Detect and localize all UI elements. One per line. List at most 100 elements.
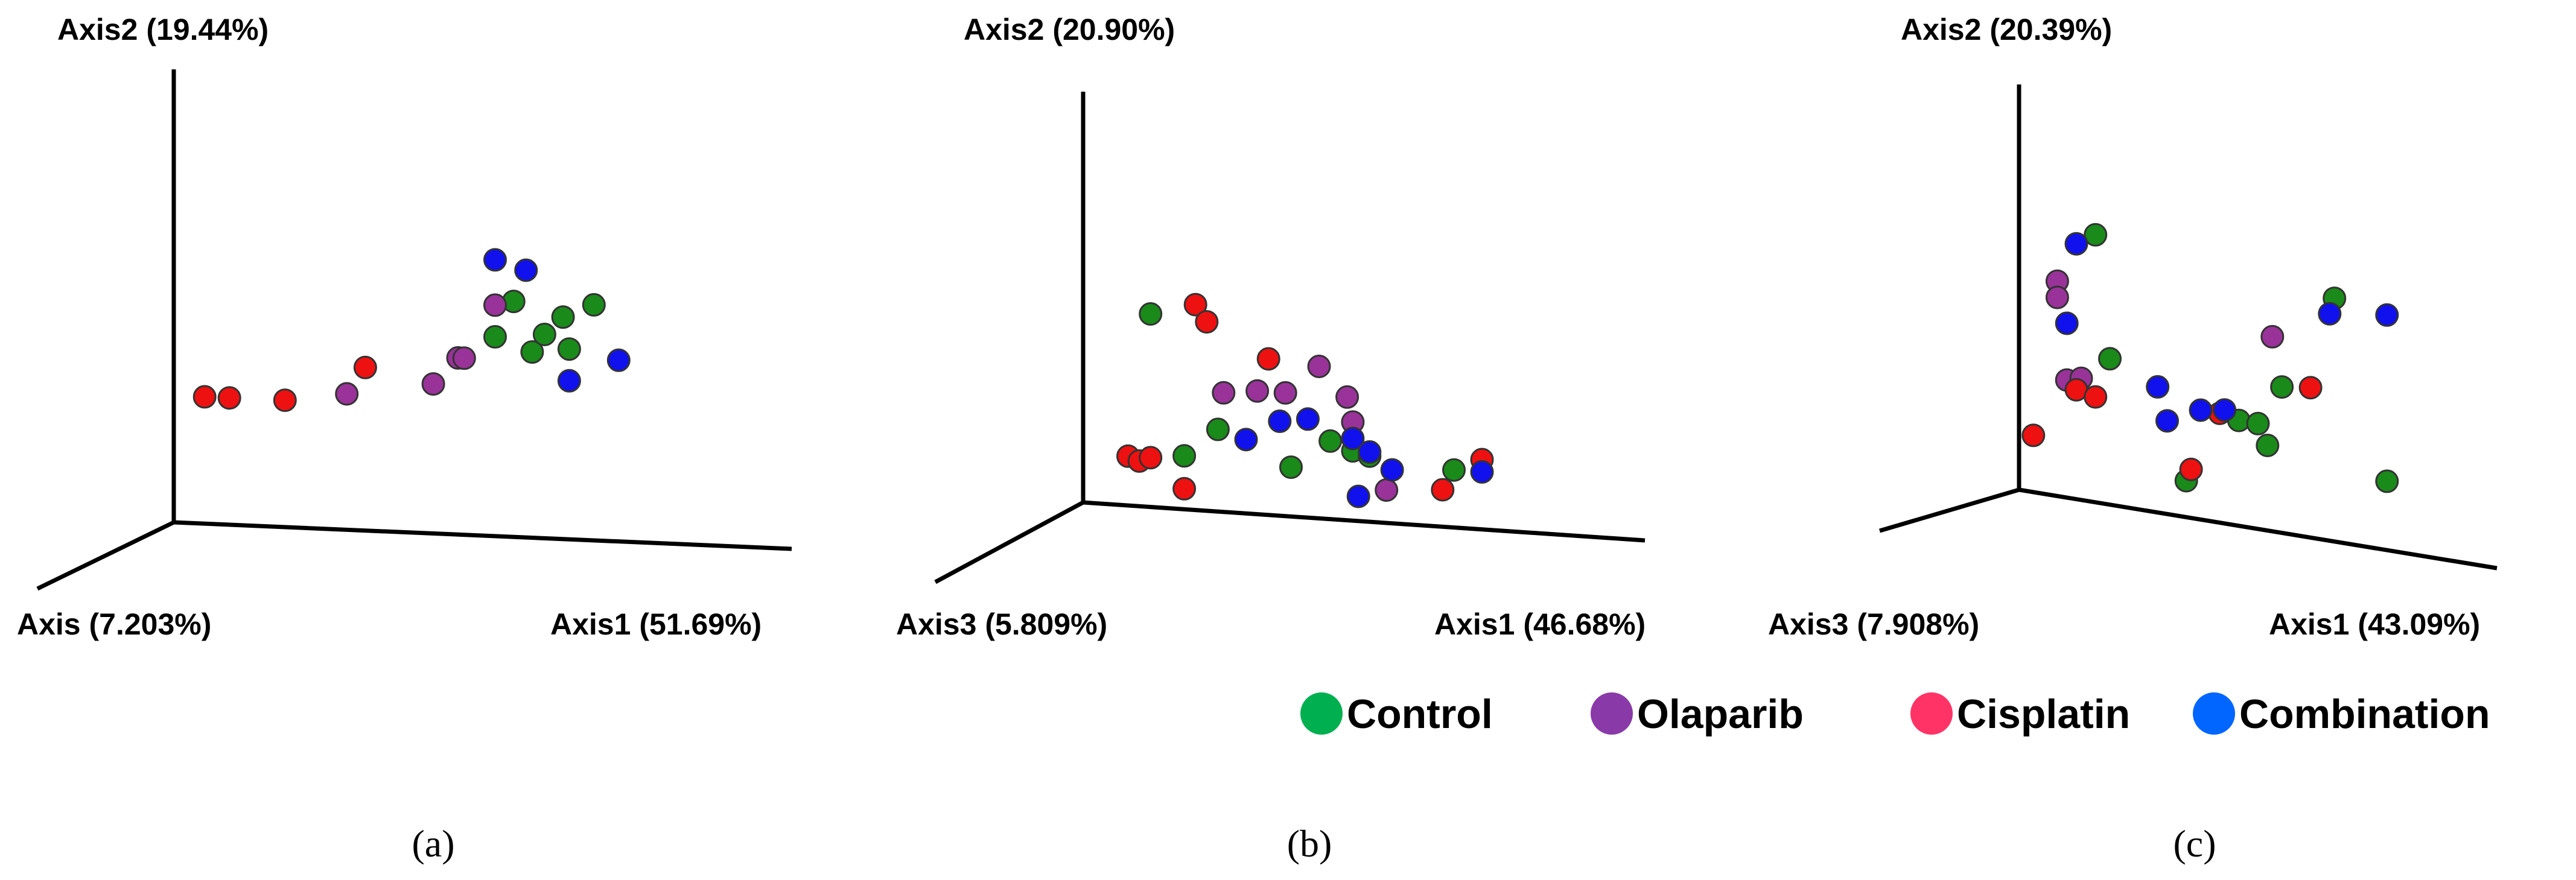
point-combination-6 — [1470, 460, 1494, 484]
axis3-line-a — [36, 520, 175, 591]
point-control-6 — [582, 293, 606, 317]
panel-b: Axis2 (20.90%) Axis3 (5.809%) Axis1 (46.… — [896, 13, 1646, 865]
point-cisplatin-0 — [2021, 423, 2046, 448]
point-combination-2 — [1296, 407, 1320, 431]
legend: Control Olaparib Cisplatin Combination — [1300, 691, 2490, 737]
point-combination-0 — [1234, 428, 1258, 452]
point-olaparib-4 — [1335, 385, 1360, 409]
point-olaparib-1 — [1245, 379, 1270, 403]
point-olaparib-0 — [335, 382, 359, 406]
point-control-2 — [520, 340, 544, 364]
axis3-label-a: Axis (7.203%) — [17, 607, 211, 641]
point-control-6 — [2270, 375, 2294, 399]
point-control-4 — [1318, 429, 1343, 453]
point-olaparib-2 — [1273, 381, 1297, 405]
point-cisplatin-5 — [1195, 310, 1219, 334]
points-c — [2021, 223, 2399, 493]
point-olaparib-4 — [483, 293, 507, 317]
panel-a: Axis2 (19.44%) Axis (7.203%) Axis1 (51.6… — [17, 13, 792, 865]
point-combination-5 — [1380, 458, 1404, 482]
axis2-label-c: Axis2 (20.39%) — [1901, 13, 2112, 46]
point-control-0 — [2084, 223, 2108, 247]
point-cisplatin-4 — [1183, 293, 1207, 317]
axis1-line-b — [1083, 500, 1646, 543]
point-control-5 — [557, 337, 581, 361]
legend-swatch-olaparib — [1591, 692, 1633, 735]
axis3-label-c: Axis3 (7.908%) — [1768, 607, 1979, 641]
point-combination-2 — [557, 369, 581, 393]
point-control-0 — [1139, 302, 1163, 326]
point-control-1 — [2098, 347, 2122, 371]
point-cisplatin-6 — [1256, 347, 1280, 371]
point-combination-1 — [2064, 232, 2088, 256]
point-control-4 — [2246, 411, 2270, 435]
legend-swatch-control — [1300, 692, 1343, 735]
legend-label-control: Control — [1347, 691, 1493, 737]
point-cisplatin-3 — [2179, 457, 2203, 481]
point-control-3 — [1279, 455, 1303, 480]
point-combination-3 — [606, 348, 631, 372]
point-control-1 — [1172, 444, 1197, 468]
point-combination-3 — [1341, 426, 1365, 451]
point-olaparib-0 — [1212, 381, 1236, 405]
point-cisplatin-5 — [2298, 376, 2323, 400]
point-combination-2 — [2146, 375, 2170, 399]
legend-label-cisplatin: Cisplatin — [1957, 691, 2130, 737]
point-combination-0 — [2055, 311, 2079, 335]
point-control-2 — [1206, 417, 1230, 442]
legend-swatch-combination — [2193, 692, 2235, 735]
legend-item-control: Control — [1300, 691, 1493, 737]
axis1-label-b: Axis1 (46.68%) — [1434, 607, 1646, 641]
axis1-label-a: Axis1 (51.69%) — [550, 607, 762, 641]
legend-label-olaparib: Olaparib — [1637, 691, 1804, 737]
point-olaparib-4 — [2260, 324, 2285, 349]
point-olaparib-1 — [421, 372, 445, 396]
point-control-7 — [2375, 469, 2399, 493]
point-cisplatin-1 — [217, 386, 241, 410]
legend-item-olaparib: Olaparib — [1591, 691, 1804, 737]
panel-label-a: (a) — [412, 822, 454, 865]
point-combination-1 — [514, 258, 538, 282]
axis2-label-a: Axis2 (19.44%) — [57, 13, 269, 46]
axis3-line-c — [1879, 487, 2020, 533]
point-cisplatin-3 — [353, 355, 377, 379]
axis3-label-b: Axis3 (5.809%) — [896, 607, 1107, 641]
point-combination-1 — [1268, 409, 1292, 433]
points-a — [192, 248, 631, 413]
axis2-label-b: Axis2 (20.90%) — [964, 13, 1175, 46]
axis1-line-a — [173, 520, 792, 551]
legend-swatch-cisplatin — [1910, 692, 1953, 735]
point-olaparib-1 — [2045, 285, 2069, 309]
point-cisplatin-0 — [192, 385, 217, 409]
point-combination-0 — [483, 248, 507, 272]
panel-label-c: (c) — [2173, 822, 2216, 865]
points-b — [1116, 293, 1494, 508]
point-control-3 — [551, 305, 575, 329]
axis1-label-c: Axis1 (43.09%) — [2269, 607, 2480, 641]
point-combination-5 — [2213, 398, 2237, 422]
point-control-0 — [483, 324, 507, 349]
point-combination-4 — [2189, 398, 2213, 422]
point-cisplatin-7 — [1431, 478, 1455, 502]
point-olaparib-6 — [1375, 478, 1399, 502]
point-cisplatin-2 — [2084, 385, 2108, 409]
point-olaparib-3 — [1307, 355, 1331, 378]
point-olaparib-3 — [452, 346, 476, 370]
point-combination-7 — [2375, 303, 2399, 327]
point-control-5 — [2256, 434, 2280, 457]
legend-item-combination: Combination — [2193, 691, 2490, 737]
point-control-7 — [1442, 458, 1466, 482]
panel-label-b: (b) — [1287, 822, 1332, 865]
axis1-line-c — [2018, 487, 2498, 571]
point-cisplatin-2 — [273, 388, 297, 413]
point-combination-7 — [1346, 484, 1370, 508]
point-combination-6 — [2318, 302, 2342, 326]
point-combination-3 — [2155, 409, 2179, 433]
point-control-4 — [532, 323, 556, 346]
point-cisplatin-3 — [1172, 476, 1197, 501]
point-combination-4 — [1358, 440, 1382, 464]
legend-item-cisplatin: Cisplatin — [1910, 691, 2130, 737]
point-cisplatin-2 — [1139, 446, 1163, 470]
panel-c: Axis2 (20.39%) Axis3 (7.908%) Axis1 (43.… — [1768, 13, 2498, 865]
